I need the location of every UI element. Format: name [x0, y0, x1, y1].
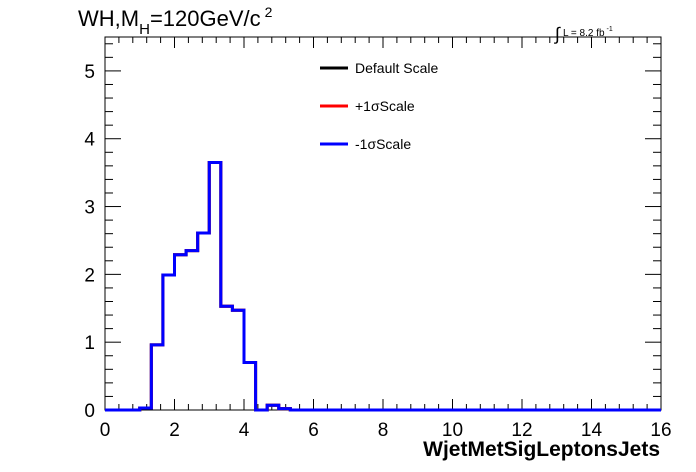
title-value: =120GeV/c [149, 6, 261, 31]
x-tick-label: 10 [442, 420, 463, 441]
y-tick-label: 2 [84, 265, 95, 286]
lumi-text: L = 8.2 fb [562, 28, 605, 39]
title-prefix: WH,M [78, 6, 140, 31]
luminosity-label: ∫ L = 8.2 fb -1 [555, 20, 613, 44]
title-superscript: 2 [264, 4, 273, 20]
x-tick-label: 14 [581, 420, 603, 441]
title-subscript: H [139, 21, 150, 38]
y-tick-label: 1 [84, 333, 95, 354]
legend-label: Default Scale [355, 60, 438, 76]
x-tick-label: 6 [308, 420, 319, 441]
y-tick-label: 4 [84, 130, 95, 151]
chart-title: WH,MH=120GeV/c 2 [78, 4, 273, 38]
legend-label: -1σScale [355, 136, 411, 152]
series-line [105, 160, 661, 412]
plot-frame [104, 36, 662, 411]
y-tick-label: 3 [84, 198, 95, 219]
x-tick-label: 8 [378, 420, 389, 441]
integral-icon: ∫ [555, 24, 560, 44]
x-tick-label: 0 [100, 420, 111, 441]
x-tick-label: 2 [169, 420, 180, 441]
series-line [105, 160, 661, 412]
series-line [105, 160, 661, 412]
lumi-superscript: -1 [606, 26, 613, 33]
legend-label: +1σScale [355, 98, 415, 114]
y-tick-label: 0 [84, 401, 95, 422]
y-tick-label: 5 [84, 62, 95, 83]
x-tick-label: 16 [650, 420, 671, 441]
x-axis-label: WjetMetSigLeptonsJets [423, 438, 660, 461]
x-tick-label: 4 [239, 420, 250, 441]
x-tick-label: 12 [511, 420, 532, 441]
